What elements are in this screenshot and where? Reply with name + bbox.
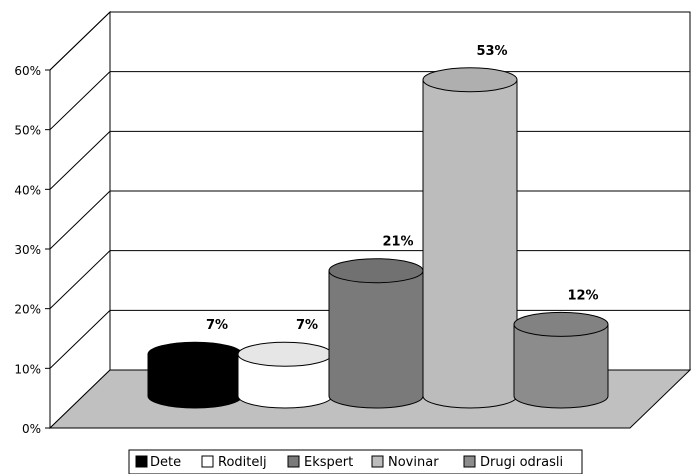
bar-body — [422, 79, 518, 409]
y-tick-label: 30% — [14, 243, 41, 257]
bar-ekspert — [328, 258, 424, 409]
bar-dete — [147, 341, 243, 409]
y-tick-label: 40% — [14, 183, 41, 197]
bars — [147, 67, 609, 409]
legend-label: Roditelj — [218, 455, 267, 470]
gridline-side — [49, 250, 111, 310]
legend-swatch — [287, 455, 300, 468]
bar-top — [422, 67, 518, 93]
bar-top — [513, 311, 609, 337]
data-labels: 7% 7% 21% 53% 12% — [206, 44, 599, 333]
data-label: 12% — [567, 288, 598, 303]
y-tick-label: 50% — [14, 124, 41, 138]
legend-items: Dete Roditelj Ekspert Novinar Drugi odrasli — [135, 455, 563, 470]
bar-novinar — [422, 67, 518, 409]
legend-swatch — [371, 455, 384, 468]
data-label: 7% — [296, 318, 318, 333]
bar-top — [147, 341, 243, 367]
y-tick-label: 20% — [14, 303, 41, 317]
gridline-side — [49, 309, 111, 369]
gridline-side — [49, 190, 111, 250]
legend-swatch — [201, 455, 214, 468]
gridline-side — [49, 130, 111, 190]
legend-swatch — [135, 455, 148, 468]
gridline-side — [49, 71, 111, 131]
legend-swatch — [463, 455, 476, 468]
y-tick-label: 10% — [14, 362, 41, 376]
legend-label: Dete — [150, 455, 181, 470]
gridline-side — [49, 11, 111, 71]
y-tick-labels: 0% 10% 20% 30% 40% 50% 60% — [14, 64, 50, 436]
bar-body — [513, 323, 609, 409]
bar-top — [237, 341, 333, 367]
legend-label: Novinar — [388, 455, 439, 470]
data-label: 53% — [476, 44, 507, 59]
bar-drugi-odrasli — [513, 311, 609, 409]
legend-label: Ekspert — [304, 455, 353, 470]
legend-label: Drugi odrasli — [480, 455, 563, 470]
y-tick-label: 0% — [22, 422, 41, 436]
gridlines — [49, 11, 690, 369]
bar-roditelj — [237, 341, 333, 409]
y-tick-label: 60% — [14, 64, 41, 78]
data-label: 7% — [206, 318, 228, 333]
bar-body — [328, 270, 424, 409]
data-label: 21% — [382, 235, 413, 250]
bar-top — [328, 258, 424, 284]
